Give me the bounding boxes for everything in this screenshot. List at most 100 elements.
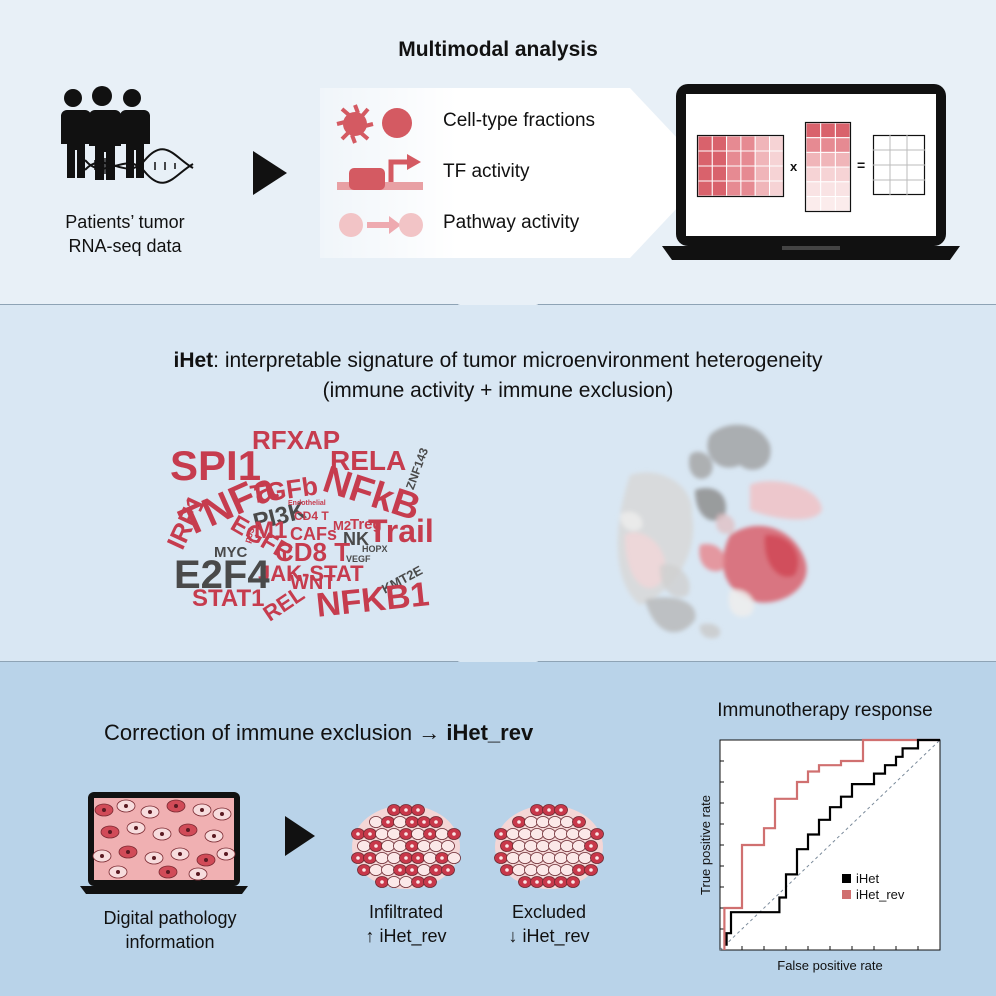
- cluster-cell: [524, 864, 538, 876]
- cluster-cell: [417, 864, 431, 876]
- cluster-cell: [554, 828, 568, 840]
- matrix-a-cell: [740, 150, 756, 167]
- cluster-cell: [536, 816, 550, 828]
- matrix-b-cell: [820, 196, 836, 212]
- excluded-cluster: [494, 804, 604, 889]
- infiltrated-label-line1: Infiltrated: [368, 902, 444, 922]
- legend-swatch-ihet-rev: [842, 890, 851, 899]
- matrix-a-cell: [711, 135, 728, 152]
- cluster-cell: [560, 816, 574, 828]
- excluded-label: Excluded ↓ iHet_rev: [493, 900, 605, 948]
- cluster-cell: [399, 876, 413, 888]
- cluster-cell: [566, 828, 580, 840]
- cluster-cell: [560, 864, 574, 876]
- matrix-a-cell: [754, 150, 771, 167]
- infiltrated-label: Infiltrated ↑ iHet_rev: [350, 900, 462, 948]
- correction-title-plain: Correction of immune exclusion →: [104, 720, 447, 745]
- patients-label-line1: Patients’ tumor: [65, 212, 185, 232]
- matrix-a-cell: [726, 150, 742, 167]
- matrix-a-cell: [711, 165, 728, 182]
- patients-label-line2: RNA-seq data: [68, 236, 182, 256]
- word-spi1: SPI1: [170, 442, 262, 489]
- chart-title: Immunotherapy response: [717, 700, 933, 721]
- cluster-cell: [518, 828, 532, 840]
- matrix-b-cell: [820, 181, 836, 197]
- cluster-cell: [578, 852, 592, 864]
- ihet-title-rest: : interpretable signature of tumor micro…: [213, 349, 823, 372]
- matrix-b-cell: [805, 151, 822, 168]
- patients-icon: [61, 86, 194, 184]
- matrix-a-cell: [726, 135, 742, 152]
- word-cd8t: CD8 T: [275, 537, 351, 567]
- cluster-cell: [417, 840, 431, 852]
- cluster-cell: [548, 816, 562, 828]
- matrix-a-cell: [769, 135, 785, 152]
- matrix-a-cell: [769, 180, 785, 197]
- word-m2: M2: [333, 518, 352, 533]
- cluster-cell: [369, 864, 383, 876]
- matrix-b-cell: [834, 166, 851, 183]
- roc-line-ihet: [725, 738, 940, 946]
- cluster-cell: [542, 828, 556, 840]
- matrix-a-cell: [754, 180, 771, 197]
- cluster-cell: [560, 840, 574, 852]
- word-wnt: WNT: [290, 572, 336, 594]
- matrix-b-cell: [834, 122, 851, 139]
- correction-panel: Correction of immune exclusion → iHet_re…: [0, 662, 996, 996]
- matrix-a-cell: [769, 165, 785, 182]
- cluster-cell: [530, 852, 544, 864]
- cluster-cell: [530, 828, 544, 840]
- cluster-cell: [506, 828, 520, 840]
- pathology-label: Digital pathology information: [70, 906, 270, 954]
- pathway-icon: [339, 213, 423, 237]
- matrix-times-sign: x: [790, 159, 798, 174]
- x-axis-label: False positive rate: [777, 958, 883, 973]
- cluster-cell: [536, 840, 550, 852]
- ihet-title: iHet: interpretable signature of tumor m…: [0, 349, 996, 373]
- cluster-cell: [387, 828, 401, 840]
- umap-plot: [617, 424, 822, 639]
- matrix-b-cell: [834, 181, 851, 197]
- cluster-cell: [512, 840, 526, 852]
- ihet-title-bold: iHet: [173, 349, 214, 372]
- cell-type-fractions-label: Cell-type fractions: [443, 110, 596, 131]
- matrix-a: [696, 134, 785, 198]
- matrix-b-cell: [834, 137, 851, 153]
- matrix-a-cell: [726, 180, 742, 197]
- cluster-cell: [447, 852, 461, 864]
- cluster-cell: [554, 852, 568, 864]
- word-m1: M1: [254, 517, 288, 544]
- pathology-label-line2: information: [125, 932, 215, 952]
- cluster-cell: [369, 816, 383, 828]
- matrix-b-cell: [820, 166, 836, 183]
- word-hopx: HOPX: [362, 544, 388, 554]
- word-endothelial: Endothelial: [288, 500, 326, 507]
- infiltrated-cluster: [351, 804, 461, 889]
- cluster-cell: [524, 840, 538, 852]
- word-cloud: SPI1 RFXAP RELA TGFb ZNF143 TNFa NFkB PI…: [0, 305, 996, 662]
- word-rela: RELA: [330, 445, 407, 476]
- matrix-a-cell: [769, 150, 785, 167]
- matrix-a-cell: [711, 180, 728, 197]
- cluster-cell: [381, 840, 395, 852]
- roc-line-ihet-rev: [723, 738, 940, 950]
- correction-title: Correction of immune exclusion → iHet_re…: [104, 720, 533, 746]
- cluster-cell: [518, 852, 532, 864]
- infiltrated-label-line2: ↑ iHet_rev: [365, 926, 447, 946]
- cluster-cell: [578, 828, 592, 840]
- multimodal-title: Multimodal analysis: [398, 38, 598, 61]
- matrix-a-cell: [697, 135, 713, 152]
- matrix-a-cell: [697, 150, 713, 167]
- cluster-cell: [548, 864, 562, 876]
- legend-label-ihet: iHet: [856, 871, 880, 886]
- cluster-cell: [357, 840, 371, 852]
- excluded-label-line2: ↓ iHet_rev: [508, 926, 590, 946]
- word-e2f4: E2F4: [174, 553, 270, 597]
- cluster-cell: [387, 852, 401, 864]
- word-trail: Trail: [368, 513, 434, 549]
- matrix-b-cell: [834, 196, 851, 212]
- matrix-b-cell: [834, 151, 851, 168]
- matrix-b-cell: [805, 137, 822, 153]
- matrix-a-cell: [740, 165, 756, 182]
